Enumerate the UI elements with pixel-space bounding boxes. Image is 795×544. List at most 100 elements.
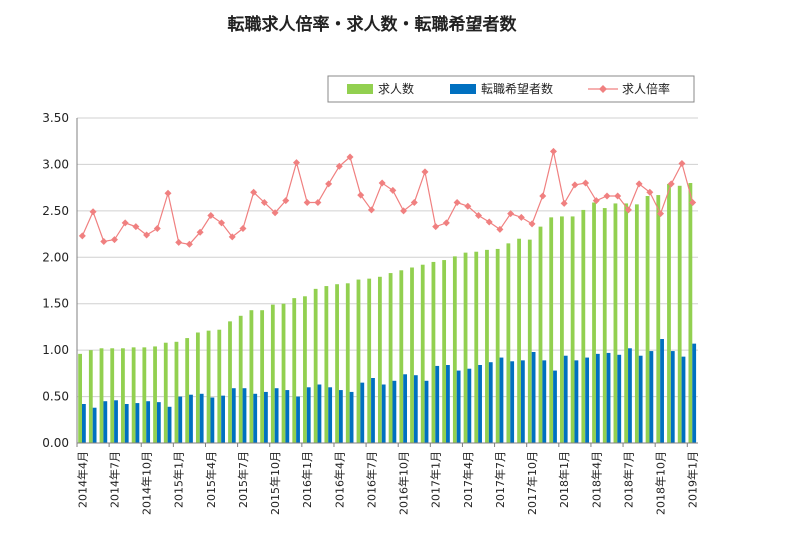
ratio-marker [496, 225, 504, 233]
bar-job-offers [185, 338, 190, 443]
bar-applicants [103, 401, 108, 443]
bar-applicants [381, 384, 386, 443]
x-tick-label: 2015年10月 [268, 451, 282, 515]
ratio-marker [357, 191, 365, 199]
ratio-marker [646, 188, 654, 196]
ratio-marker [389, 186, 397, 194]
bar-applicants [167, 406, 172, 443]
bar-job-offers [335, 284, 339, 443]
bar-applicants [296, 396, 300, 443]
legend-marker-ratio [599, 85, 607, 93]
bar-job-offers [206, 330, 211, 443]
y-tick-label: 2.00 [42, 250, 69, 264]
bar-applicants [349, 391, 354, 443]
bar-applicants [82, 404, 86, 443]
bar-job-offers [656, 195, 661, 443]
bar-job-offers [324, 286, 329, 443]
x-tick-label: 2015年4月 [204, 451, 218, 508]
ratio-marker [549, 147, 557, 155]
bar-applicants [606, 352, 611, 443]
ratio-marker [164, 189, 172, 197]
bar-applicants [574, 360, 579, 443]
ratio-marker [346, 153, 354, 161]
ratio-marker [689, 199, 697, 206]
bar-applicants [681, 356, 686, 443]
ratio-marker [400, 207, 408, 215]
ratio-marker [603, 192, 611, 200]
x-tick-label: 2019年1月 [686, 451, 700, 508]
bar-applicants [467, 368, 472, 443]
ratio-marker [475, 212, 483, 219]
bar-applicants [92, 407, 97, 443]
ratio-marker [239, 225, 247, 232]
bar-applicants [403, 374, 408, 443]
bar-job-offers [506, 243, 511, 443]
ratio-marker [410, 199, 418, 206]
ratio-marker [260, 199, 268, 206]
ratio-marker [560, 199, 568, 207]
x-tick-label: 2017年1月 [429, 451, 443, 508]
ratio-marker [250, 188, 258, 196]
bar-job-offers [121, 348, 125, 443]
ratio-marker [335, 162, 343, 170]
bar-applicants [328, 387, 333, 443]
ratio-marker [442, 219, 450, 227]
ratio-marker [624, 206, 632, 214]
ratio-marker [571, 181, 579, 189]
bar-applicants [274, 388, 279, 443]
legend-label-ratio: 求人倍率 [622, 81, 670, 96]
legend-swatch-applicants [450, 84, 476, 94]
ratio-marker [582, 179, 590, 187]
x-tick-label: 2018年4月 [589, 451, 603, 508]
ratio-marker [271, 209, 279, 217]
bar-job-offers [495, 248, 500, 443]
x-tick-label: 2018年10月 [654, 451, 668, 515]
bar-applicants [146, 401, 151, 443]
bar-applicants [520, 360, 525, 443]
bar-applicants [221, 395, 225, 443]
bar-job-offers [303, 296, 307, 443]
bar-job-offers [688, 183, 693, 443]
bar-job-offers [667, 183, 671, 443]
x-tick-label: 2016年1月 [300, 451, 314, 508]
bar-applicants [189, 394, 193, 443]
bar-applicants [638, 355, 643, 443]
ratio-marker [378, 179, 386, 187]
y-tick-label: 0.50 [42, 390, 69, 404]
bar-job-offers [592, 202, 596, 443]
bar-job-offers [281, 303, 286, 443]
bar-applicants [317, 384, 322, 443]
bar-job-offers [163, 342, 168, 443]
bar-job-offers [174, 341, 179, 443]
bar-job-offers [367, 278, 372, 443]
bar-job-offers [645, 196, 650, 443]
ratio-marker [100, 238, 108, 245]
bar-applicants [446, 365, 450, 443]
bar-job-offers [549, 217, 554, 443]
bar-job-offers [570, 216, 575, 443]
ratio-marker [143, 231, 151, 239]
ratio-marker [314, 199, 322, 206]
bar-job-offers [217, 329, 222, 443]
ratio-marker [78, 232, 86, 240]
bar-job-offers [110, 348, 115, 443]
bar-job-offers [260, 310, 265, 443]
bar-applicants [156, 402, 161, 443]
bar-job-offers [388, 273, 393, 443]
bar-job-offers [463, 252, 468, 443]
x-tick-label: 2015年7月 [236, 451, 250, 508]
ratio-line [81, 151, 694, 245]
bar-job-offers [485, 249, 489, 443]
bar-job-offers [613, 203, 618, 443]
x-tick-label: 2017年4月 [461, 451, 475, 508]
bar-job-offers [153, 346, 157, 443]
bar-job-offers [313, 288, 318, 443]
x-tick-label: 2016年4月 [332, 451, 346, 508]
bar-job-offers [442, 260, 447, 443]
x-tick-label: 2017年7月 [493, 451, 507, 508]
bar-applicants [435, 365, 440, 443]
ratio-marker [367, 206, 375, 214]
bar-job-offers [474, 251, 479, 443]
ratio-marker [453, 199, 461, 206]
